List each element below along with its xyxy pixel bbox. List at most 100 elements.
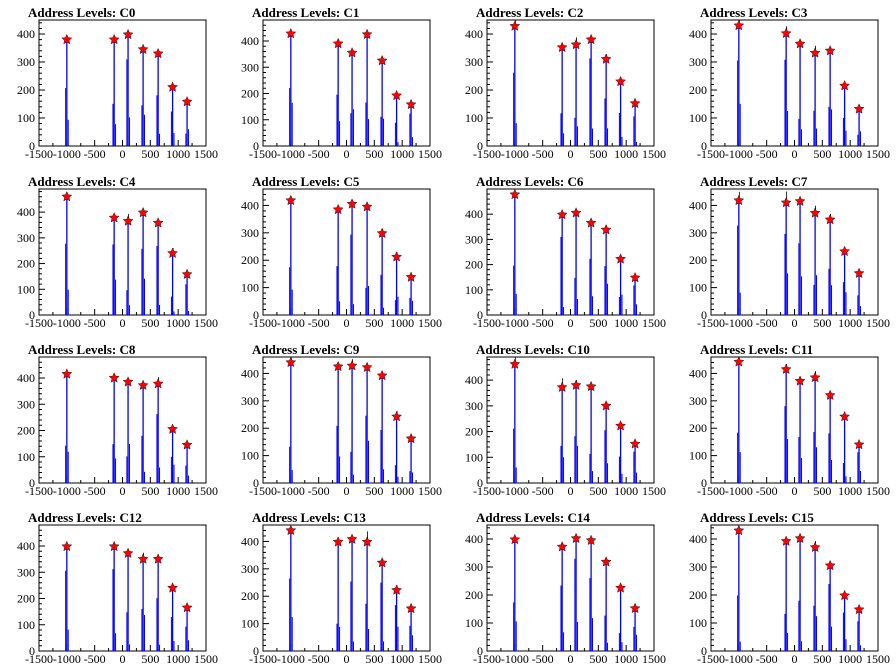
- x-tick-label: 500: [589, 316, 607, 330]
- x-tick-label: -1500: [697, 147, 725, 161]
- peak-star-marker: [405, 271, 417, 282]
- x-tick-label: 1000: [614, 316, 638, 330]
- y-tick-label: 100: [17, 282, 35, 296]
- peak-star-marker: [733, 524, 745, 536]
- peak-star-marker: [108, 33, 120, 45]
- x-tick-label: -1500: [249, 316, 277, 330]
- x-tick-label: -500: [308, 147, 330, 161]
- peak-star-marker: [332, 203, 344, 215]
- y-tick-label: 0: [701, 644, 707, 658]
- peak-star-marker: [391, 584, 403, 595]
- x-tick-label: -1000: [725, 652, 753, 666]
- panel-title: Address Levels: C0: [28, 5, 135, 20]
- y-tick-label: 300: [17, 55, 35, 69]
- y-tick-label: 200: [689, 421, 707, 435]
- x-tick-label: -1000: [53, 147, 81, 161]
- y-tick-label: 400: [241, 198, 259, 212]
- x-tick-label: 1500: [642, 652, 666, 666]
- plot-frame: [710, 188, 879, 316]
- panel-title: Address Levels: C3: [700, 5, 808, 20]
- y-tick-label: 0: [701, 139, 707, 153]
- y-tick-label: 400: [689, 532, 707, 546]
- x-tick-label: -1000: [501, 316, 529, 330]
- x-tick-label: 500: [365, 316, 383, 330]
- peak-star-marker: [285, 194, 297, 206]
- x-tick-label: -1500: [473, 147, 501, 161]
- x-tick-label: 0: [344, 316, 350, 330]
- y-tick-label: 0: [253, 308, 259, 322]
- y-tick-label: 0: [29, 476, 35, 490]
- x-tick-label: -1500: [25, 316, 53, 330]
- peak-star-marker: [61, 368, 73, 379]
- peak-star-marker: [629, 97, 641, 109]
- x-tick-label: 1500: [642, 147, 666, 161]
- peak-star-marker: [556, 381, 568, 392]
- y-tick-label: 400: [241, 534, 259, 548]
- peak-star-marker: [570, 379, 582, 390]
- peak-star-marker: [61, 33, 73, 45]
- x-tick-label: 1000: [166, 147, 190, 161]
- x-tick-label: -500: [756, 484, 778, 498]
- panel-title: Address Levels: C10: [476, 342, 590, 357]
- peak-star-marker: [629, 438, 641, 449]
- y-tick-label: 0: [29, 139, 35, 153]
- peak-star-marker: [405, 432, 417, 444]
- y-tick-label: 0: [253, 476, 259, 490]
- y-tick-label: 200: [689, 83, 707, 97]
- peak-star-marker: [809, 207, 821, 218]
- peak-star-marker: [285, 27, 297, 39]
- x-tick-label: 500: [141, 652, 159, 666]
- panel-10: Address Levels: C10 0 100 200 300 400 -1500 -10…: [465, 342, 666, 498]
- y-tick-label: 400: [17, 539, 35, 553]
- panel-title: Address Levels: C8: [28, 342, 136, 357]
- peak-star-marker: [61, 191, 73, 202]
- peak-star-marker: [794, 375, 806, 386]
- x-tick-label: 500: [141, 316, 159, 330]
- y-tick-label: 200: [241, 421, 259, 435]
- y-tick-label: 100: [465, 450, 483, 464]
- x-tick-label: -1500: [25, 652, 53, 666]
- panel-9: Address Levels: C9 0 100 200 300 400 -1500 -100…: [241, 342, 442, 498]
- peak-star-marker: [780, 27, 792, 39]
- y-tick-label: 400: [465, 532, 483, 546]
- y-tick-label: 200: [689, 588, 707, 602]
- x-tick-label: -500: [532, 316, 554, 330]
- x-tick-label: -1000: [501, 652, 529, 666]
- x-tick-label: -1500: [25, 147, 53, 161]
- plot-frame: [710, 19, 879, 147]
- peak-star-marker: [839, 245, 851, 257]
- y-tick-label: 100: [689, 281, 707, 295]
- y-tick-label: 300: [465, 560, 483, 574]
- x-tick-label: -1500: [697, 316, 725, 330]
- x-tick-label: -500: [308, 652, 330, 666]
- y-tick-label: 0: [701, 308, 707, 322]
- x-tick-label: 0: [120, 147, 126, 161]
- y-tick-label: 400: [689, 198, 707, 212]
- x-tick-label: 1500: [642, 484, 666, 498]
- x-tick-label: 500: [365, 484, 383, 498]
- peak-star-marker: [585, 534, 597, 546]
- y-tick-label: 0: [477, 476, 483, 490]
- peak-star-marker: [615, 420, 627, 431]
- peak-star-marker: [376, 369, 388, 381]
- x-tick-label: 1500: [194, 316, 218, 330]
- y-tick-label: 100: [17, 111, 35, 125]
- peak-star-marker: [361, 361, 373, 373]
- y-tick-label: 200: [17, 257, 35, 271]
- x-tick-label: 1000: [614, 147, 638, 161]
- x-tick-label: 1000: [614, 652, 638, 666]
- y-tick-label: 300: [241, 394, 259, 408]
- y-tick-label: 400: [241, 366, 259, 380]
- x-tick-label: 1500: [866, 147, 890, 161]
- peak-star-marker: [181, 96, 193, 107]
- y-tick-label: 300: [241, 60, 259, 74]
- panel-13: Address Levels: C13 0 100 200 300 400 -1500 -10…: [241, 510, 442, 666]
- peak-star-marker: [137, 206, 149, 218]
- plot-frame: [262, 188, 431, 316]
- x-tick-label: -1000: [53, 316, 81, 330]
- y-tick-label: 0: [253, 139, 259, 153]
- peak-star-marker: [376, 54, 388, 66]
- y-tick-label: 300: [465, 399, 483, 413]
- peak-star-marker: [853, 267, 865, 278]
- peak-star-marker: [108, 372, 120, 383]
